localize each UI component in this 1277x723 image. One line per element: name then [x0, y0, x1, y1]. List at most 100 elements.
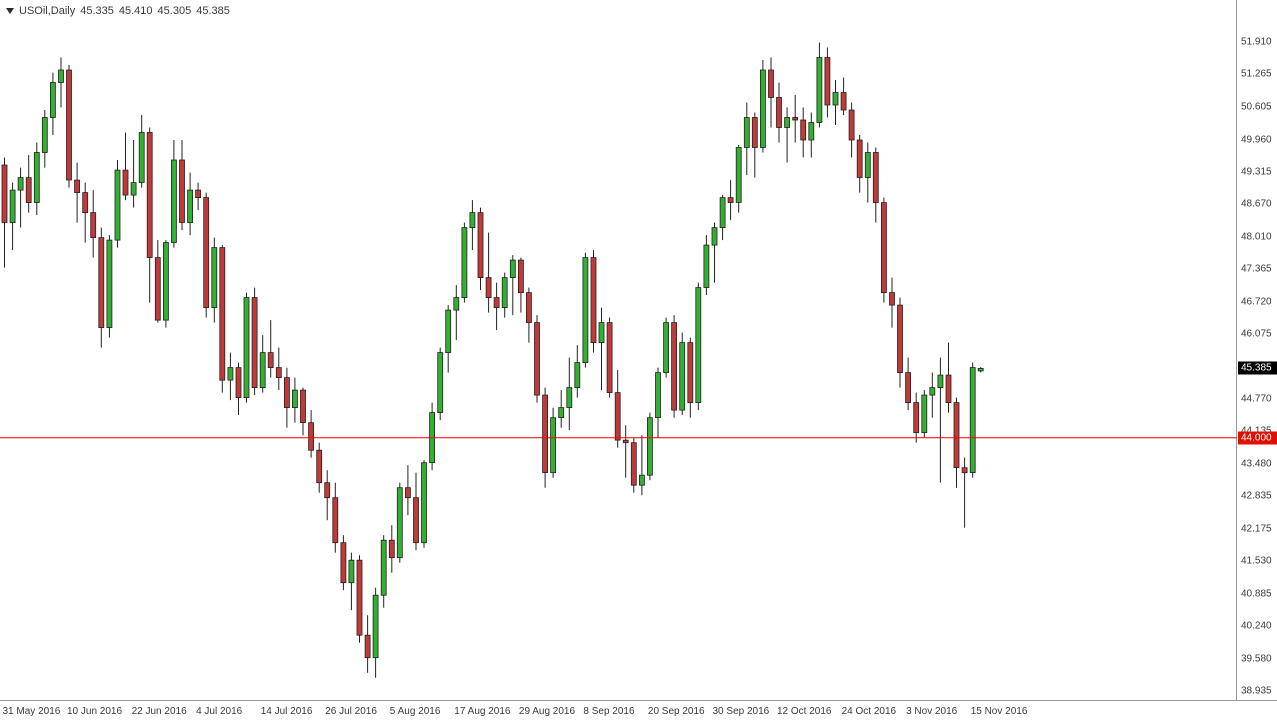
price-axis-label: 42.835: [1241, 490, 1272, 502]
candle: [90, 190, 97, 258]
candle: [251, 287, 258, 396]
candle: [235, 362, 242, 416]
candle: [679, 332, 686, 416]
candle: [372, 587, 379, 678]
candle: [816, 42, 823, 128]
candle: [1, 157, 8, 268]
price-axis-label: 51.910: [1241, 36, 1272, 48]
candle: [848, 102, 855, 158]
price-axis-label: 40.885: [1241, 588, 1272, 599]
candle: [760, 60, 766, 153]
price-axis-label: 43.480: [1241, 458, 1272, 470]
candle: [889, 277, 895, 328]
candle: [187, 172, 194, 236]
time-axis-label: 4 Jul 2016: [196, 706, 243, 717]
candle: [558, 390, 565, 428]
price-axis-label: 44.135: [1241, 425, 1272, 436]
candle: [840, 77, 847, 115]
candle: [856, 135, 863, 193]
candle: [526, 287, 532, 343]
candlestick-canvas[interactable]: [0, 0, 1237, 700]
candle: [211, 237, 218, 323]
symbol-timeframe: USOil,Daily: [19, 5, 76, 17]
candle: [663, 317, 669, 378]
candle: [534, 315, 540, 403]
candle: [130, 140, 137, 208]
candle: [154, 240, 161, 323]
candle: [695, 282, 702, 411]
candle: [9, 182, 16, 251]
candle: [768, 57, 774, 128]
candle: [743, 102, 750, 176]
ohlc-close: 45.385: [196, 5, 230, 17]
candle: [630, 437, 637, 493]
candle: [74, 162, 80, 223]
candle: [937, 357, 944, 483]
time-axis-label: 12 Oct 2016: [777, 706, 832, 717]
candle: [881, 197, 887, 303]
price-chart[interactable]: USOil,Daily 45.335 45.410 45.305 45.385: [0, 0, 1237, 700]
candle: [308, 410, 315, 458]
candle: [421, 460, 427, 548]
time-axis-label: 10 Jun 2016: [67, 706, 123, 717]
candle: [711, 222, 718, 283]
candle: [82, 182, 89, 243]
price-axis-label: 46.075: [1241, 328, 1272, 340]
price-axis-label: 44.770: [1241, 393, 1272, 405]
time-axis[interactable]: 31 May 2016 10 Jun 2016 22 Jun 2016 4 Jul 2…: [0, 700, 1277, 723]
current-price-tag: 45.385: [1238, 361, 1277, 375]
candle: [792, 95, 799, 143]
candle: [404, 465, 411, 516]
price-axis-label: 48.010: [1241, 231, 1272, 243]
time-axis-label: 30 Sep 2016: [712, 706, 770, 717]
price-axis-label: 38.935: [1241, 685, 1272, 697]
candle: [340, 535, 347, 591]
candle: [50, 72, 56, 135]
candle: [25, 155, 32, 213]
candle: [195, 182, 202, 211]
candle: [921, 390, 928, 438]
candle: [461, 222, 468, 303]
candle: [179, 140, 185, 231]
candle: [380, 535, 387, 608]
candle: [477, 207, 484, 291]
candle: [364, 615, 371, 673]
candle: [913, 392, 920, 443]
candle: [727, 180, 734, 221]
candle: [445, 305, 452, 373]
candle: [598, 307, 605, 391]
candle: [203, 192, 210, 318]
candle: [259, 335, 266, 393]
candle: [824, 47, 831, 118]
chart-menu-icon[interactable]: [6, 8, 14, 14]
candle: [267, 320, 274, 378]
candle: [905, 357, 911, 411]
price-axis-label: 47.365: [1241, 263, 1272, 275]
candle: [33, 142, 40, 216]
candle: [639, 435, 645, 496]
time-axis-label: 20 Sep 2016: [647, 706, 705, 717]
candle: [227, 352, 234, 401]
candle: [348, 552, 355, 611]
candle: [655, 367, 661, 438]
candle: [356, 555, 363, 643]
time-axis-label: 22 Jun 2016: [131, 706, 187, 717]
time-axis-label: 5 Aug 2016: [389, 706, 441, 717]
candle: [751, 112, 758, 178]
candle: [275, 347, 282, 391]
candle: [977, 367, 984, 373]
price-axis[interactable]: 51.910 51.265 50.605 49.960 49.315 48.670 48.0…: [1238, 0, 1277, 700]
candle: [66, 65, 72, 188]
price-axis-label: 40.240: [1241, 620, 1272, 632]
candle: [776, 82, 782, 143]
candle: [509, 255, 516, 316]
price-axis-label: 39.580: [1241, 653, 1272, 665]
candle: [872, 147, 879, 223]
candle: [146, 127, 153, 303]
ohlc-open: 45.335: [80, 5, 114, 17]
price-axis-label: 48.670: [1241, 198, 1272, 210]
candle: [582, 252, 589, 368]
candle: [784, 107, 790, 163]
candle: [413, 472, 419, 551]
